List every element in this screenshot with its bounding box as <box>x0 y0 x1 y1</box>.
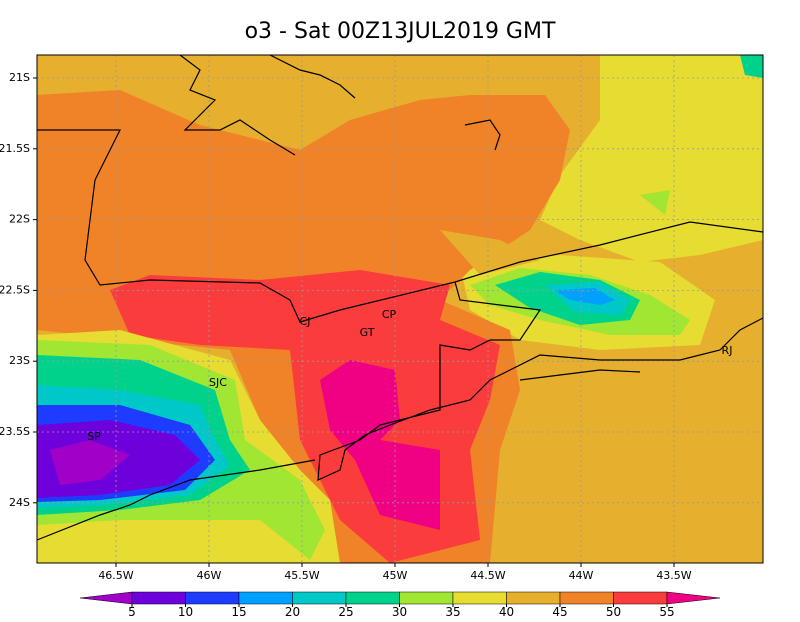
place-label: GT <box>360 326 375 339</box>
ozone-field <box>37 55 763 563</box>
colorbar-segment <box>559 591 614 605</box>
lon-label: 45.5W <box>284 569 319 582</box>
lon-label: 46.5W <box>98 569 133 582</box>
lat-label: 24S <box>9 496 30 509</box>
colorbar-segment <box>185 591 240 605</box>
colorbar-segment <box>613 591 668 605</box>
colorbar-label: 40 <box>499 605 514 618</box>
colorbar-segment <box>506 591 561 605</box>
colorbar-segment <box>399 591 454 605</box>
colorbar: 5 10 15 20 25 30 35 40 45 50 55 <box>79 591 721 619</box>
lon-label: 44W <box>569 569 594 582</box>
colorbar-label: 25 <box>338 605 353 618</box>
colorbar-label: 55 <box>659 605 674 618</box>
lat-label: 22.5S <box>0 283 30 296</box>
colorbar-end <box>79 591 133 605</box>
place-label: SJC <box>209 376 227 389</box>
lat-label: 23S <box>9 354 30 367</box>
lat-label: 21.5S <box>0 142 30 155</box>
colorbar-label: 15 <box>231 605 246 618</box>
graticule: 21S 21.5S 22S 22.5S 23S 23.5S 24S 46.5W 46W 45.5W… <box>0 55 763 582</box>
colorbar-label: 10 <box>178 605 193 618</box>
colorbar-segment <box>238 591 293 605</box>
place-label: SP <box>87 430 101 443</box>
title: o3 - Sat 00Z13JUL2019 GMT <box>245 19 556 44</box>
lat-label: 23.5S <box>0 425 30 438</box>
colorbar-label: 45 <box>552 605 567 618</box>
colorbar-segment <box>452 591 507 605</box>
lat-label: 22S <box>9 213 30 226</box>
colorbar-label: 50 <box>606 605 621 618</box>
place-label: CP <box>382 308 397 321</box>
colorbar-segment <box>292 591 347 605</box>
colorbar-segment <box>131 591 186 605</box>
colorbar-end <box>666 591 721 605</box>
lon-label: 45W <box>383 569 408 582</box>
lat-label: 21S <box>9 71 30 84</box>
colorbar-segment <box>345 591 400 605</box>
colorbar-label: 5 <box>128 605 136 618</box>
colorbar-label: 20 <box>285 605 300 618</box>
lon-label: 44.5W <box>470 569 505 582</box>
colorbar-label: 30 <box>392 605 407 618</box>
place-label: CJ <box>300 315 311 328</box>
lon-label: 46W <box>197 569 222 582</box>
places: SP SJC CJ CP GT RJ <box>87 308 732 443</box>
place-label: RJ <box>722 344 733 357</box>
map-frame <box>36 54 764 564</box>
colorbar-label: 35 <box>445 605 460 618</box>
lon-label: 43.5W <box>656 569 691 582</box>
coastlines <box>36 54 764 541</box>
